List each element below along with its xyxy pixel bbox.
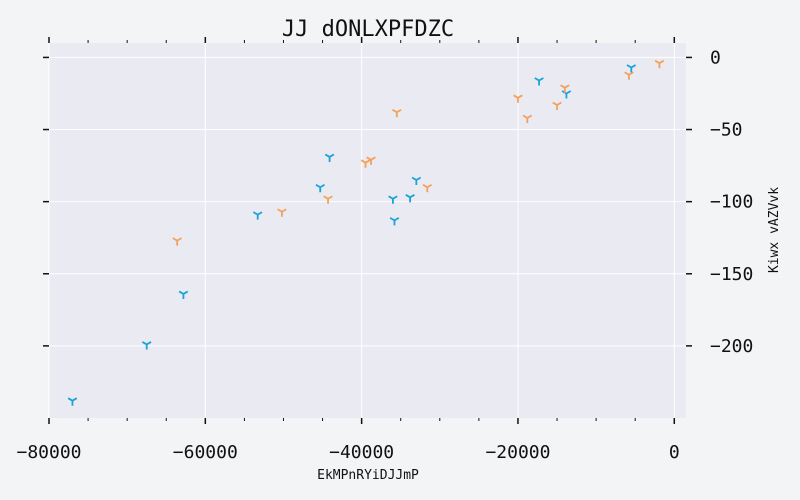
y-tick-label: 0 [710,47,721,68]
data-point [522,114,533,123]
data-point [405,194,415,203]
data-point [178,290,189,299]
x-tick-label: −20000 [485,442,550,463]
chart-title: JJ dONLXPFDZC [282,17,454,42]
y-tick-label: −150 [710,264,753,285]
x-tick-label: −60000 [173,442,238,463]
data-point [534,77,544,86]
data-points [67,59,665,406]
data-point [324,153,335,162]
data-point [252,211,263,220]
x-axis-ticks: −80000 −60000 −40000 −20000 0 [16,37,680,463]
y-axis-title: Kiwx vAZVvk [767,187,782,273]
data-point [624,71,634,80]
data-point [389,217,400,226]
data-point [67,397,78,406]
y-tick-label: −200 [710,336,753,357]
data-point [277,208,287,217]
x-tick-label: −80000 [16,442,81,463]
x-tick-label: −40000 [329,442,394,463]
grid-lines [48,43,686,418]
data-point [366,156,376,165]
data-point [323,195,333,204]
x-tick-label: 0 [669,442,680,463]
x-axis-title: EkMPnRYiDJJmP [317,468,419,483]
data-point [552,101,562,111]
data-point [315,183,325,193]
data-point [172,237,182,246]
data-point [513,94,523,103]
plot-background [49,43,686,418]
data-point [560,84,570,93]
data-point [388,195,398,204]
y-axis-ticks: 0 −50 −100 −150 −200 [43,47,753,357]
data-point [392,108,402,118]
data-point [141,341,152,350]
data-point [626,64,637,73]
y-tick-label: −100 [710,192,753,213]
y-tick-label: −50 [710,120,743,141]
data-point [654,59,665,69]
data-point [360,159,371,168]
data-point [411,176,422,186]
data-point [422,183,433,193]
